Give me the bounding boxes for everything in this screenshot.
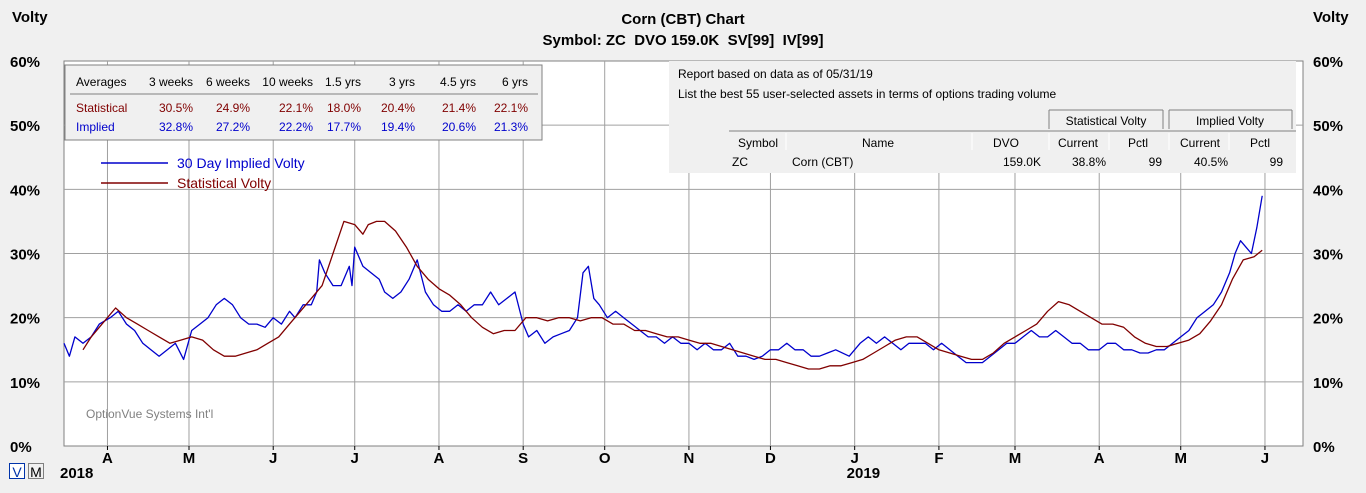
y-tick-label-right: 50%: [1313, 118, 1343, 135]
averages-header-cell: 10 weeks: [262, 75, 313, 89]
averages-row-value: 20.4%: [381, 101, 415, 115]
averages-header-cell: 3 weeks: [149, 75, 193, 89]
report-group-statistical: Statistical Volty: [1048, 109, 1164, 129]
report-group-implied-label: Implied Volty: [1196, 114, 1264, 128]
report-line-2: List the best 55 user-selected assets in…: [678, 87, 1057, 101]
x-tick-label: M: [183, 450, 196, 467]
y-tick-label-left: 30%: [10, 247, 40, 264]
y-tick-label-right: 0%: [1313, 439, 1335, 456]
x-tick-label: D: [765, 450, 776, 467]
report-panel: Report based on data as of 05/31/19 List…: [669, 61, 1296, 173]
report-column-header: Pctl: [1250, 136, 1270, 150]
averages-row-value: 21.3%: [494, 120, 528, 134]
averages-row-value: 22.2%: [279, 120, 313, 134]
report-column-header: DVO: [993, 136, 1019, 150]
legend-statistical-label: Statistical Volty: [177, 175, 271, 191]
report-column-header: Symbol: [738, 136, 778, 150]
report-panel-box: [669, 61, 1296, 173]
report-row-cell: 99: [1149, 155, 1163, 169]
x-year-label: 2018: [60, 465, 93, 482]
y-tick-label-left: 0%: [10, 439, 32, 456]
report-line-1: Report based on data as of 05/31/19: [678, 67, 873, 81]
x-tick-label: A: [1094, 450, 1105, 467]
chart-subtitle: Symbol: ZC DVO 159.0K SV[99] IV[99]: [543, 32, 824, 49]
averages-row-value: 30.5%: [159, 101, 193, 115]
averages-table: Averages 3 weeks 6 weeks 10 weeks 1.5 yrs 3 y…: [64, 64, 543, 141]
x-tick-label: S: [518, 450, 528, 467]
y-tick-label-right: 40%: [1313, 182, 1343, 199]
report-row-cell: 38.8%: [1072, 155, 1106, 169]
averages-header-cell: 1.5 yrs: [325, 75, 361, 89]
averages-row-value: 21.4%: [442, 101, 476, 115]
y-tick-label-left: 50%: [10, 118, 40, 135]
report-column-header: Current: [1180, 136, 1221, 150]
report-row-cell: ZC: [732, 155, 748, 169]
series-lines: [63, 195, 1263, 370]
left-axis-title: Volty: [12, 9, 48, 26]
y-tick-label-right: 20%: [1313, 311, 1343, 328]
x-tick-label: A: [434, 450, 445, 467]
report-group-implied: Implied Volty: [1168, 109, 1293, 129]
x-year-label: 2019: [847, 465, 880, 482]
averages-header-cell: Averages: [76, 75, 126, 89]
averages-row-value: 17.7%: [327, 120, 361, 134]
averages-row-value: 20.6%: [442, 120, 476, 134]
averages-row-value: 24.9%: [216, 101, 250, 115]
x-tick-label: F: [934, 450, 943, 467]
x-tick-label: M: [1174, 450, 1187, 467]
y-tick-label-right: 10%: [1313, 375, 1343, 392]
averages-row-value: 22.1%: [494, 101, 528, 115]
x-tick-label: J: [351, 450, 359, 467]
x-tick-label: M: [1009, 450, 1022, 467]
legend: 30 Day Implied Volty Statistical Volty: [101, 155, 305, 191]
report-column-header: Name: [862, 136, 894, 150]
y-tick-label-left: 40%: [10, 182, 40, 199]
statistical-volty-line: [82, 220, 1263, 370]
averages-row-value: 27.2%: [216, 120, 250, 134]
averages-header-cell: 6 yrs: [502, 75, 528, 89]
averages-table-box: [64, 64, 543, 141]
implied-volty-line: [63, 195, 1263, 364]
report-column-header: Current: [1058, 136, 1099, 150]
averages-row-value: 22.1%: [279, 101, 313, 115]
averages-header-cell: 3 yrs: [389, 75, 415, 89]
report-row-cell: 99: [1270, 155, 1284, 169]
m-toggle-button[interactable]: M: [28, 463, 44, 480]
y-tick-label-left: 20%: [10, 311, 40, 328]
report-row-cell: 159.0K: [1003, 155, 1041, 169]
y-tick-label-left: 60%: [10, 54, 40, 71]
watermark-text: OptionVue Systems Int'l: [86, 407, 213, 421]
x-tick-label: J: [851, 450, 859, 467]
averages-row-value: 18.0%: [327, 101, 361, 115]
report-row-cell: 40.5%: [1194, 155, 1228, 169]
report-row-cell: Corn (CBT): [792, 155, 853, 169]
report-group-statistical-label: Statistical Volty: [1066, 114, 1147, 128]
averages-header-cell: 4.5 yrs: [440, 75, 476, 89]
y-tick-label-right: 30%: [1313, 247, 1343, 264]
right-axis-title: Volty: [1313, 9, 1349, 26]
averages-row-label: Statistical: [76, 101, 127, 115]
x-tick-label: A: [102, 450, 113, 467]
y-tick-label-left: 10%: [10, 375, 40, 392]
averages-row-value: 19.4%: [381, 120, 415, 134]
x-axis-labels: A M J J A S O N D J F M A M J 2018 2019: [60, 446, 1269, 482]
x-tick-label: O: [599, 450, 611, 467]
x-tick-label: J: [1261, 450, 1269, 467]
legend-implied-label: 30 Day Implied Volty: [177, 155, 305, 171]
y-axis-labels: 0% 0% 10% 10% 20% 20% 30% 30% 40% 40% 50% 50% 60% 60%: [10, 54, 1343, 456]
x-tick-label: N: [684, 450, 695, 467]
averages-row-label: Implied: [76, 120, 115, 134]
chart-title: Corn (CBT) Chart: [621, 11, 744, 28]
averages-header-cell: 6 weeks: [206, 75, 250, 89]
y-tick-label-right: 60%: [1313, 54, 1343, 71]
v-toggle-button[interactable]: V: [9, 463, 25, 480]
report-column-header: Pctl: [1128, 136, 1148, 150]
x-tick-label: J: [269, 450, 277, 467]
averages-row-value: 32.8%: [159, 120, 193, 134]
